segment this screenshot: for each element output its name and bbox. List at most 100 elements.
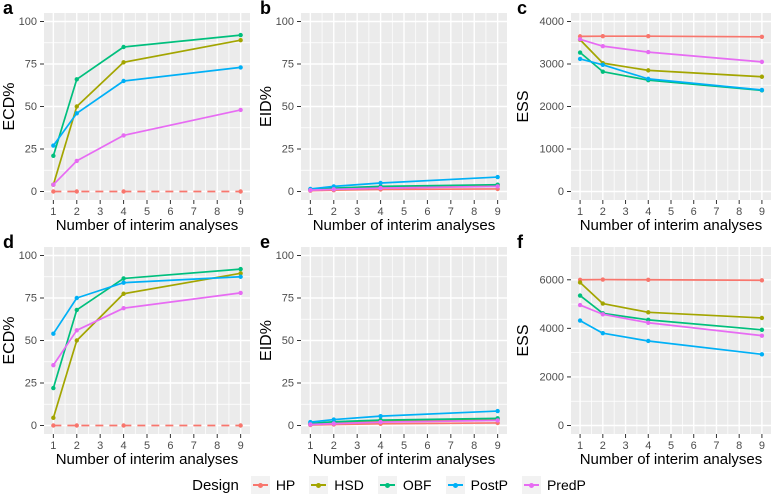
svg-text:100: 100 xyxy=(276,16,294,28)
minor-grid xyxy=(571,247,771,434)
svg-text:5: 5 xyxy=(668,206,674,218)
legend-item-PredP: PredP xyxy=(521,476,586,494)
svg-text:2000: 2000 xyxy=(540,101,564,113)
svg-text:6000: 6000 xyxy=(540,274,564,286)
x-tick-labels: 1 2 3 4 5 6 7 8 9 xyxy=(307,440,500,452)
svg-text:6: 6 xyxy=(691,206,697,218)
panel-letter-f: f xyxy=(517,232,523,252)
tick-marks xyxy=(40,255,242,438)
svg-text:5: 5 xyxy=(401,440,407,452)
series-PredP xyxy=(308,184,500,193)
series-PredP xyxy=(308,418,500,427)
svg-text:5: 5 xyxy=(401,206,407,218)
x-tick-labels: 1 2 3 4 5 6 7 8 9 xyxy=(577,440,765,452)
svg-text:9: 9 xyxy=(238,440,244,452)
series-PostP xyxy=(308,408,500,425)
tick-marks xyxy=(567,279,763,438)
svg-text:2: 2 xyxy=(74,206,80,218)
svg-text:2: 2 xyxy=(600,440,606,452)
x-axis-title: Number of interim analyses xyxy=(580,451,763,468)
svg-text:1: 1 xyxy=(577,206,583,218)
panel-letter-e: e xyxy=(260,232,271,252)
svg-text:3: 3 xyxy=(97,206,103,218)
y-tick-labels: 0 2000 4000 6000 xyxy=(540,274,564,432)
svg-text:50: 50 xyxy=(25,335,37,347)
svg-text:8: 8 xyxy=(214,206,220,218)
svg-text:25: 25 xyxy=(25,378,37,390)
svg-text:9: 9 xyxy=(238,206,244,218)
legend-key-icon xyxy=(445,476,465,494)
svg-text:1000: 1000 xyxy=(540,144,564,156)
tick-marks xyxy=(40,21,242,204)
series-PostP xyxy=(577,56,765,93)
svg-text:0: 0 xyxy=(288,186,294,198)
x-axis-title: Number of interim analyses xyxy=(580,217,763,234)
y-tick-labels: 0 25 50 75 100 xyxy=(19,16,37,198)
panel-b: 0 25 50 75 100 1 2 3 4 5 6 7 8 9 Number of interim ana… xyxy=(257,0,514,234)
x-axis-title: Number of interim analyses xyxy=(313,451,496,468)
svg-text:2: 2 xyxy=(331,206,337,218)
legend-item-HSD: HSD xyxy=(309,476,364,494)
svg-text:75: 75 xyxy=(25,59,37,71)
series-HSD xyxy=(51,271,243,421)
panel-letter-d: d xyxy=(3,232,14,252)
svg-text:6: 6 xyxy=(167,440,173,452)
chart-row-bottom: 0 25 50 75 100 1 2 3 4 5 6 7 8 9 Number of interim ana… xyxy=(0,232,778,468)
svg-text:0: 0 xyxy=(558,186,564,198)
legend: Design HP HSD OBF PostP PredP xyxy=(0,468,778,502)
svg-text:1: 1 xyxy=(307,440,313,452)
svg-text:4: 4 xyxy=(121,440,127,452)
panel-e: 0 25 50 75 100 1 2 3 4 5 6 7 8 9 Number of interim ana… xyxy=(257,232,514,468)
series-PostP xyxy=(577,318,765,357)
svg-text:50: 50 xyxy=(282,335,294,347)
x-axis-title: Number of interim analyses xyxy=(56,451,239,468)
svg-text:6: 6 xyxy=(167,206,173,218)
y-tick-labels: 0 25 50 75 100 xyxy=(276,16,294,198)
major-grid xyxy=(301,247,507,434)
svg-text:1: 1 xyxy=(50,440,56,452)
series-PredP xyxy=(51,107,243,187)
svg-text:1: 1 xyxy=(577,440,583,452)
svg-text:0: 0 xyxy=(288,420,294,432)
svg-text:7: 7 xyxy=(713,206,719,218)
svg-text:5: 5 xyxy=(668,440,674,452)
svg-text:3: 3 xyxy=(622,206,628,218)
panel-a: 0 25 50 75 100 1 2 3 4 5 6 7 8 9 Number of interim ana… xyxy=(0,0,257,234)
svg-text:4: 4 xyxy=(645,440,651,452)
svg-text:0: 0 xyxy=(31,420,37,432)
svg-text:9: 9 xyxy=(495,440,501,452)
legend-key-icon xyxy=(250,476,270,494)
major-grid xyxy=(301,13,507,200)
svg-text:75: 75 xyxy=(282,59,294,71)
svg-text:6: 6 xyxy=(424,206,430,218)
legend-key-icon xyxy=(309,476,329,494)
svg-text:8: 8 xyxy=(471,440,477,452)
major-grid xyxy=(44,13,250,200)
svg-text:1: 1 xyxy=(307,206,313,218)
svg-text:8: 8 xyxy=(214,440,220,452)
svg-text:7: 7 xyxy=(448,206,454,218)
legend-label: OBF xyxy=(402,477,432,493)
x-tick-labels: 1 2 3 4 5 6 7 8 9 xyxy=(50,206,243,218)
y-axis-title: ECD% xyxy=(1,82,18,130)
x-axis-title: Number of interim analyses xyxy=(313,217,496,234)
series-HP xyxy=(51,189,243,194)
svg-text:25: 25 xyxy=(282,144,294,156)
tick-marks xyxy=(567,21,763,204)
legend-item-PostP: PostP xyxy=(445,476,508,494)
svg-text:3: 3 xyxy=(354,206,360,218)
svg-text:100: 100 xyxy=(19,250,37,262)
svg-text:75: 75 xyxy=(25,293,37,305)
svg-text:100: 100 xyxy=(19,16,37,28)
y-axis-title: ECD% xyxy=(1,316,18,364)
y-tick-labels: 0 1000 2000 3000 4000 xyxy=(540,16,564,198)
svg-text:2: 2 xyxy=(600,206,606,218)
legend-key-icon xyxy=(377,476,397,494)
svg-text:50: 50 xyxy=(282,101,294,113)
y-tick-labels: 0 25 50 75 100 xyxy=(19,250,37,432)
legend-item-OBF: OBF xyxy=(377,476,432,494)
